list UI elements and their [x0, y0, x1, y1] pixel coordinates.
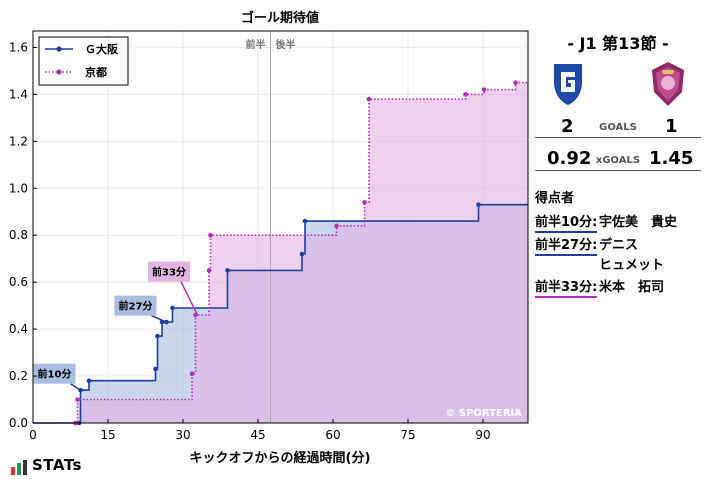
gamba-osaka-crest-icon: [554, 64, 582, 105]
series-area-1: [33, 82, 528, 423]
xg-row: 0.92 xGOALS 1.45: [535, 146, 701, 171]
chart-title: ゴール期待値: [241, 10, 319, 26]
plot-frame: [32, 30, 529, 424]
y-tick-label: 1.0: [9, 181, 28, 195]
match-summary-panel: - J1 第13節 - 2 GOALS 1 0.92 xGOALS 1.45 得…: [533, 0, 703, 479]
scorer-item: 前半27分: デニス ヒュメット: [535, 234, 703, 273]
kyoto-sanga-crest-icon: [652, 62, 684, 106]
scorer-name: デニス: [599, 238, 639, 253]
annotation-arrow: [70, 383, 81, 391]
goals-row: 2 GOALS 1: [535, 115, 701, 138]
data-point: [463, 92, 468, 97]
scorer-item: 前半10分: 宇佐美 貴史: [535, 211, 703, 233]
annotation-box: [148, 261, 190, 282]
away-goals: 1: [665, 116, 678, 137]
y-tick-label: 1.2: [9, 134, 28, 148]
area-fills: [33, 82, 528, 423]
data-point: [334, 223, 339, 229]
axes: 0 15 30 45 60 75 90 0.0 0.2 0.4 0.6 0.8 1.0 1.2 1.4 1.6: [9, 30, 529, 442]
annotation-label: 前10分: [38, 368, 72, 381]
stats-brand-text: STATs: [32, 456, 82, 474]
goal-annotations: 前10分 前27分 前33分: [33, 261, 199, 391]
scorer-time: 前半10分:: [535, 211, 598, 233]
y-tick-label: 0.8: [9, 228, 28, 242]
data-point: [299, 251, 305, 257]
legend-marker: [56, 69, 62, 75]
data-point: [225, 268, 230, 273]
scorer-name-line2: ヒュメット: [599, 258, 665, 273]
annotation-arrow: [180, 281, 199, 316]
legend-label: 京都: [85, 65, 107, 79]
data-point: [481, 87, 487, 92]
first-half-label: 前半: [246, 38, 266, 51]
data-point: [362, 200, 367, 205]
data-point: [513, 80, 518, 85]
match-title: - J1 第13節 -: [567, 34, 669, 53]
scorers-heading: 得点者: [535, 191, 575, 206]
x-tick-label: 60: [325, 428, 340, 442]
annotation-box: [114, 295, 157, 316]
y-tick-label: 1.4: [9, 87, 28, 101]
data-point: [206, 268, 212, 273]
data-point: [155, 333, 160, 339]
series-lines: [33, 80, 528, 426]
x-tick-label: 90: [475, 428, 490, 442]
x-tick-label: 75: [400, 428, 415, 442]
data-point: [302, 218, 308, 224]
legend-box: [38, 36, 129, 86]
scorer-time: 前半33分:: [535, 276, 598, 298]
y-tick-label: 0.0: [9, 416, 28, 430]
data-point: [170, 305, 175, 311]
goals-label: GOALS: [599, 122, 637, 133]
data-point: [86, 378, 92, 384]
series-line-1: [33, 81, 528, 424]
x-axis-label: キックオフからの経過時間(分): [190, 450, 371, 466]
data-point: [153, 366, 158, 372]
stats-logo-icon: [11, 460, 27, 475]
annotation-label: 前33分: [152, 266, 186, 279]
home-xg: 0.92: [547, 148, 592, 169]
y-tick-label: 1.6: [9, 40, 28, 54]
legend-marker: [56, 46, 62, 52]
half-time-line: 前半 後半: [246, 31, 296, 423]
y-tick-label: 0.4: [9, 322, 28, 336]
data-point: [366, 96, 372, 102]
x-tick-label: 15: [100, 428, 115, 442]
annotation-label: 前27分: [119, 300, 153, 313]
data-point: [189, 371, 195, 377]
data-point: [208, 232, 213, 238]
away-xg: 1.45: [649, 148, 694, 169]
xg-chart: ゴール期待値 前半 後半 前10分 前27分 前33分 0 15 30 45 60 75 90 0.…: [9, 10, 529, 466]
x-tick-label: 0: [29, 428, 37, 442]
legend-label: Ｇ大阪: [85, 42, 119, 56]
x-tick-label: 45: [250, 428, 265, 442]
scorer-name: 米本 拓司: [599, 280, 665, 295]
data-point: [75, 397, 80, 402]
y-tick-label: 0.6: [9, 275, 28, 289]
xg-label: xGOALS: [595, 155, 641, 166]
second-half-label: 後半: [276, 38, 296, 51]
scorer-time: 前半27分:: [535, 234, 598, 256]
y-tick-label: 0.2: [9, 369, 28, 383]
data-point: [476, 202, 481, 208]
annotation-box: [33, 363, 76, 384]
home-goals: 2: [561, 116, 574, 137]
scorer-name: 宇佐美 貴史: [599, 215, 678, 230]
x-tick-label: 30: [175, 428, 190, 442]
scorer-item: 前半33分: 米本 拓司: [535, 276, 703, 298]
watermark: © SPORTERIA: [445, 408, 522, 419]
annotation-arrow: [151, 314, 167, 323]
